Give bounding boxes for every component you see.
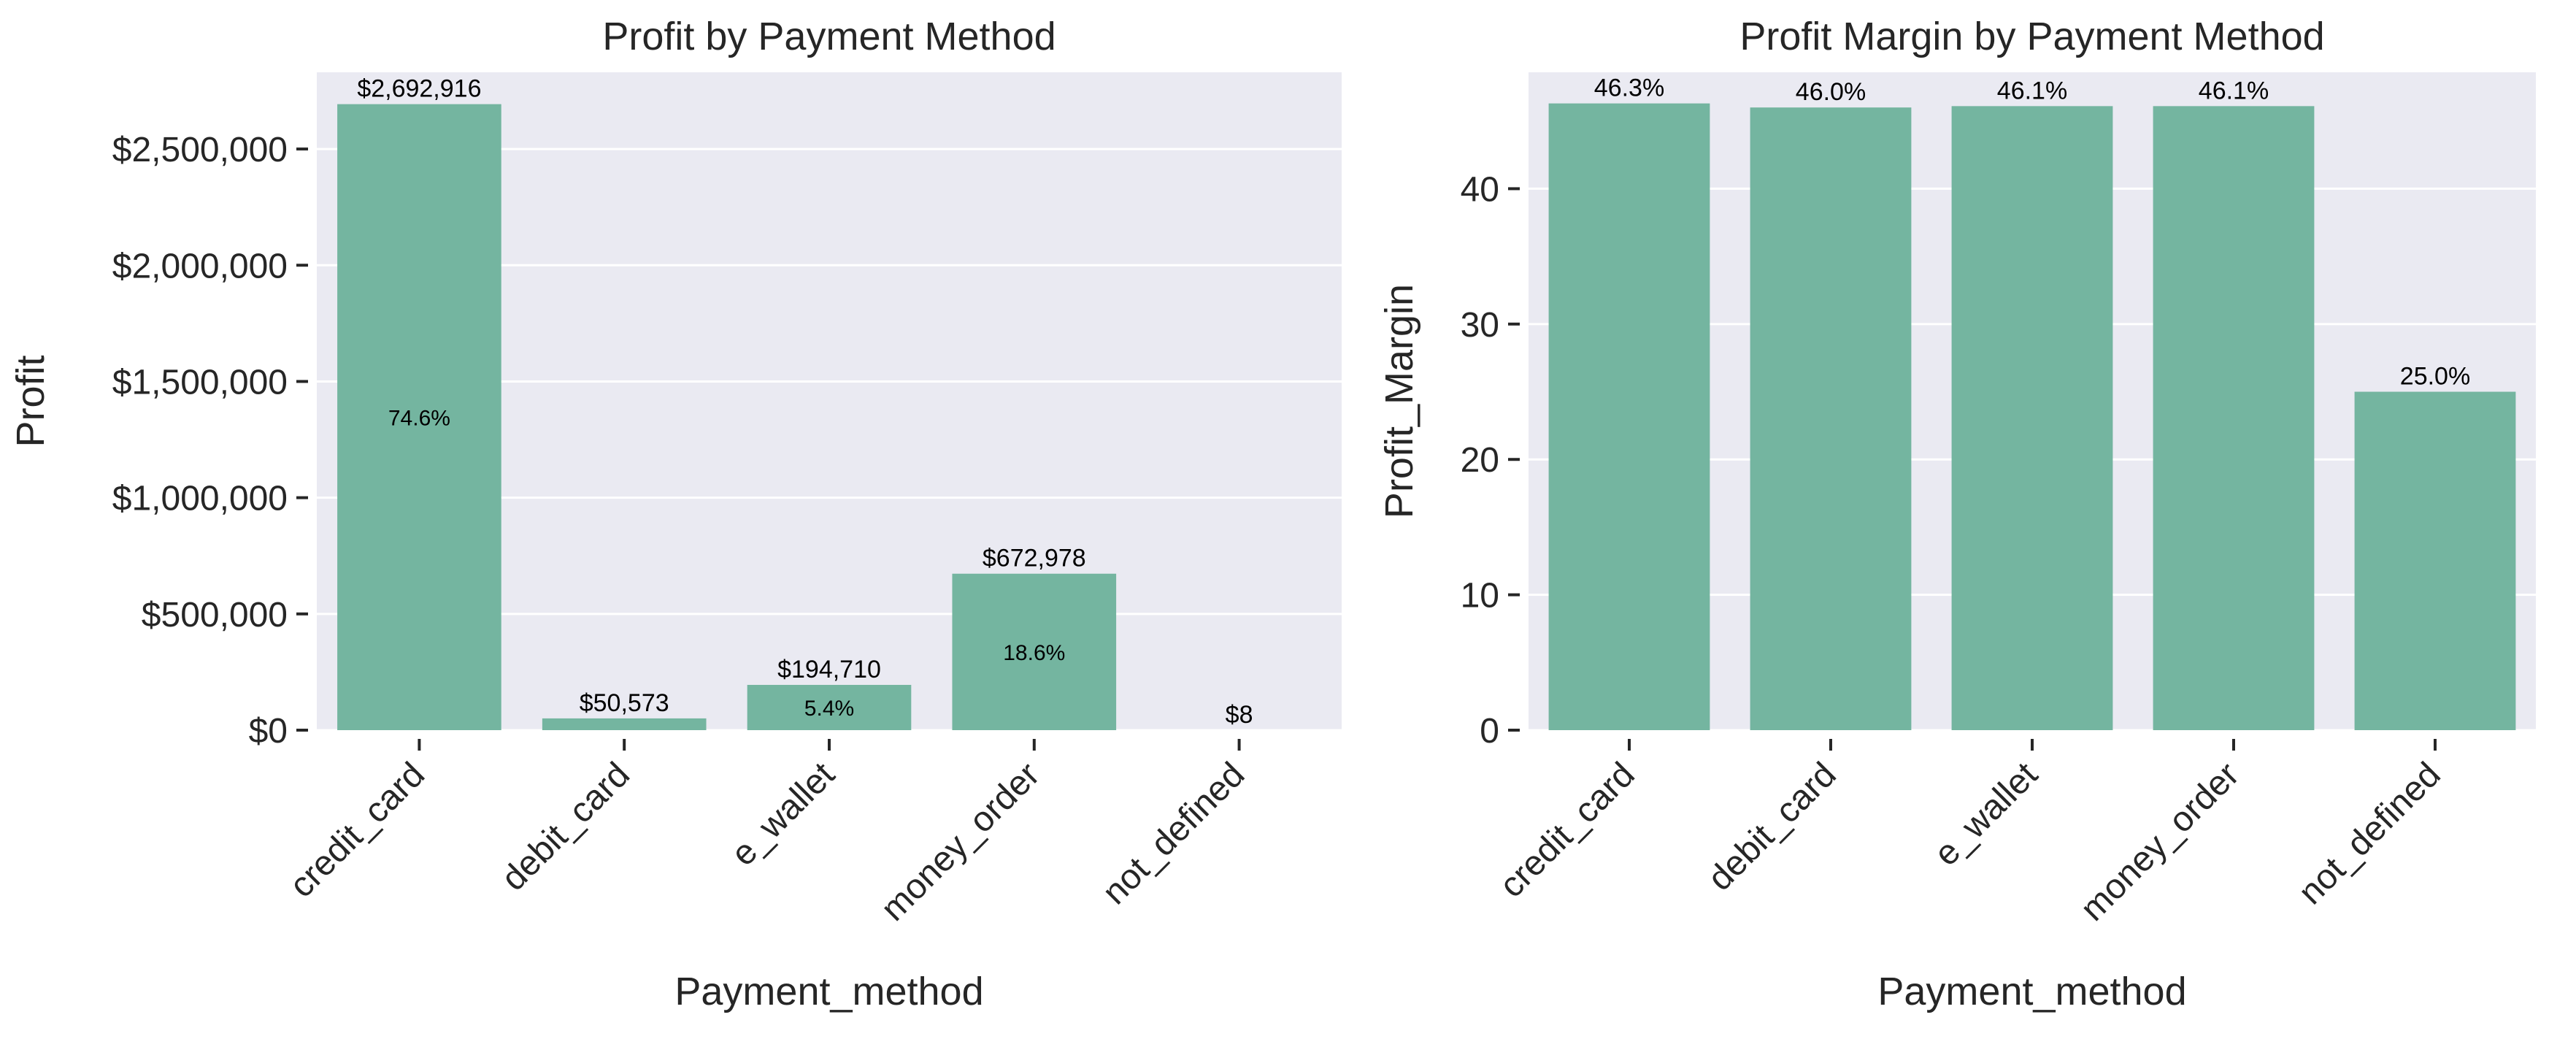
x-tick-label: not_defined — [2291, 755, 2448, 912]
chart-title: Profit by Payment Method — [602, 15, 1056, 58]
bar-value-label: $2,692,916 — [357, 75, 481, 103]
y-tick-label: $2,000,000 — [112, 247, 288, 285]
x-tick-label: credit_card — [1492, 755, 1642, 905]
x-tick-label: credit_card — [282, 755, 432, 905]
chart-1: $2,692,916 74.6% credit_card $50,573 debit_c… — [9, 15, 1342, 1013]
bar-share-label: 74.6% — [388, 406, 450, 430]
y-tick-label: $500,000 — [142, 596, 288, 634]
bar — [747, 685, 912, 730]
y-tick-label: 0 — [1480, 712, 1499, 751]
y-tick-label: $1,000,000 — [112, 480, 288, 518]
bar-value-label: $8 — [1226, 701, 1253, 729]
bar-value-label: 46.3% — [1594, 74, 1664, 102]
x-tick-label: money_order — [2073, 755, 2246, 928]
bar — [2153, 106, 2315, 731]
x-axis-label: Payment_method — [1877, 970, 2186, 1013]
y-tick-label: $2,500,000 — [112, 131, 288, 169]
y-tick-label: 30 — [1461, 306, 1499, 345]
y-axis-label: Profit — [9, 355, 53, 447]
bar — [1548, 103, 1710, 731]
x-tick-label: debit_card — [1701, 755, 1844, 898]
x-axis-label: Payment_method — [674, 970, 983, 1013]
y-tick-label: 20 — [1461, 441, 1499, 480]
bar-value-label: $672,978 — [983, 545, 1086, 572]
bar-value-label: 25.0% — [2400, 363, 2470, 391]
y-tick-label: 10 — [1461, 577, 1499, 616]
y-tick-label: 40 — [1461, 170, 1499, 209]
x-tick-label: debit_card — [494, 755, 637, 898]
bar — [2354, 391, 2516, 730]
bar-value-label: $194,710 — [777, 656, 881, 683]
chart-title: Profit Margin by Payment Method — [1739, 15, 2324, 58]
bar — [337, 104, 501, 731]
bar-value-label: $50,573 — [580, 689, 669, 717]
x-tick-label: money_order — [874, 755, 1047, 928]
chart-2: 46.3% credit_card 46.0% debit_card 46.1% e_wa… — [1377, 15, 2536, 1013]
x-tick-label: not_defined — [1095, 755, 1252, 912]
y-tick-label: $0 — [249, 712, 288, 751]
bar-share-label: 5.4% — [804, 697, 854, 721]
bar — [1951, 106, 2113, 731]
bar-value-label: 46.1% — [2199, 77, 2269, 104]
bar — [542, 718, 707, 730]
bar-share-label: 18.6% — [1003, 641, 1065, 665]
x-tick-label: e_wallet — [1927, 755, 2045, 873]
bar — [952, 573, 1117, 730]
bar-value-label: 46.0% — [1796, 78, 1866, 106]
y-tick-label: $1,500,000 — [112, 363, 288, 402]
y-axis-label: Profit_Margin — [1377, 284, 1421, 518]
bar-value-label: 46.1% — [1997, 77, 2067, 104]
x-tick-label: e_wallet — [724, 755, 842, 873]
bar — [1750, 107, 1912, 730]
